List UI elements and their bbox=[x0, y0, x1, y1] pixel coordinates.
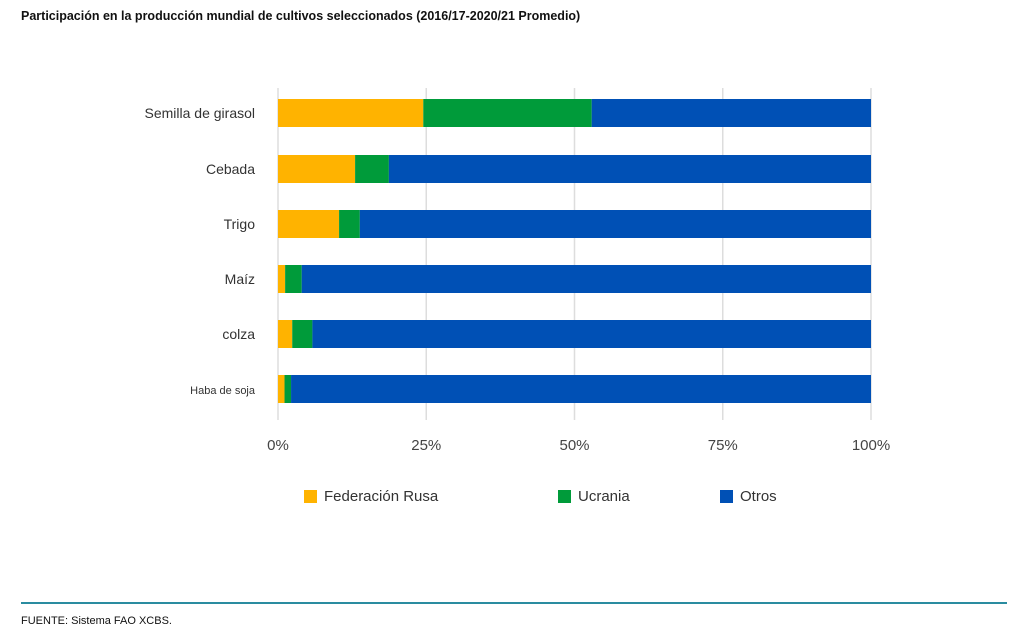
bar-segment-ucrania bbox=[339, 210, 360, 238]
legend-label: Ucrania bbox=[578, 488, 630, 505]
legend-item: Otros bbox=[720, 488, 777, 505]
x-tick-label: 75% bbox=[708, 437, 738, 454]
bar-segment-federación-rusa bbox=[278, 375, 285, 403]
category-label: colza bbox=[222, 326, 255, 342]
bar-segment-otros bbox=[291, 375, 871, 403]
bar-segment-ucrania bbox=[423, 99, 592, 127]
source-note: FUENTE: Sistema FAO XCBS. bbox=[21, 615, 172, 627]
bar-segment-federación-rusa bbox=[278, 155, 356, 183]
bar-segment-ucrania bbox=[292, 320, 313, 348]
category-label: Haba de soja bbox=[190, 385, 256, 397]
bar-segment-federación-rusa bbox=[278, 99, 424, 127]
x-tick-label: 0% bbox=[267, 437, 289, 454]
bar-segment-ucrania bbox=[284, 375, 292, 403]
legend-item: Federación Rusa bbox=[304, 488, 438, 505]
category-label: Trigo bbox=[224, 216, 256, 232]
x-tick-label: 25% bbox=[411, 437, 441, 454]
bar-segment-ucrania bbox=[355, 155, 389, 183]
x-tick-label: 100% bbox=[852, 437, 890, 454]
legend-label: Federación Rusa bbox=[324, 488, 439, 505]
legend-swatch bbox=[304, 490, 317, 503]
legend-item: Ucrania bbox=[558, 488, 630, 505]
bar-chart: 0% 25% 50% 75% 100% Semilla de girasol Cebada T… bbox=[145, 88, 890, 454]
x-tick-label: 50% bbox=[559, 437, 589, 454]
bar-segment-otros bbox=[359, 210, 871, 238]
category-label: Maíz bbox=[225, 271, 255, 287]
bar-segment-otros bbox=[312, 320, 871, 348]
category-label: Semilla de girasol bbox=[145, 105, 256, 121]
legend-swatch bbox=[720, 490, 733, 503]
bar-segment-ucrania bbox=[285, 265, 302, 293]
category-label: Cebada bbox=[206, 161, 255, 177]
legend-swatch bbox=[558, 490, 571, 503]
bar-segment-otros bbox=[591, 99, 871, 127]
divider bbox=[21, 602, 1007, 604]
bar-segment-federación-rusa bbox=[278, 320, 293, 348]
bar-segment-otros bbox=[301, 265, 872, 293]
bar-segment-federación-rusa bbox=[278, 210, 340, 238]
chart-title: Participación en la producción mundial d… bbox=[21, 9, 581, 23]
bar-segment-federación-rusa bbox=[278, 265, 286, 293]
bar-segment-otros bbox=[388, 155, 871, 183]
legend-label: Otros bbox=[740, 488, 777, 505]
